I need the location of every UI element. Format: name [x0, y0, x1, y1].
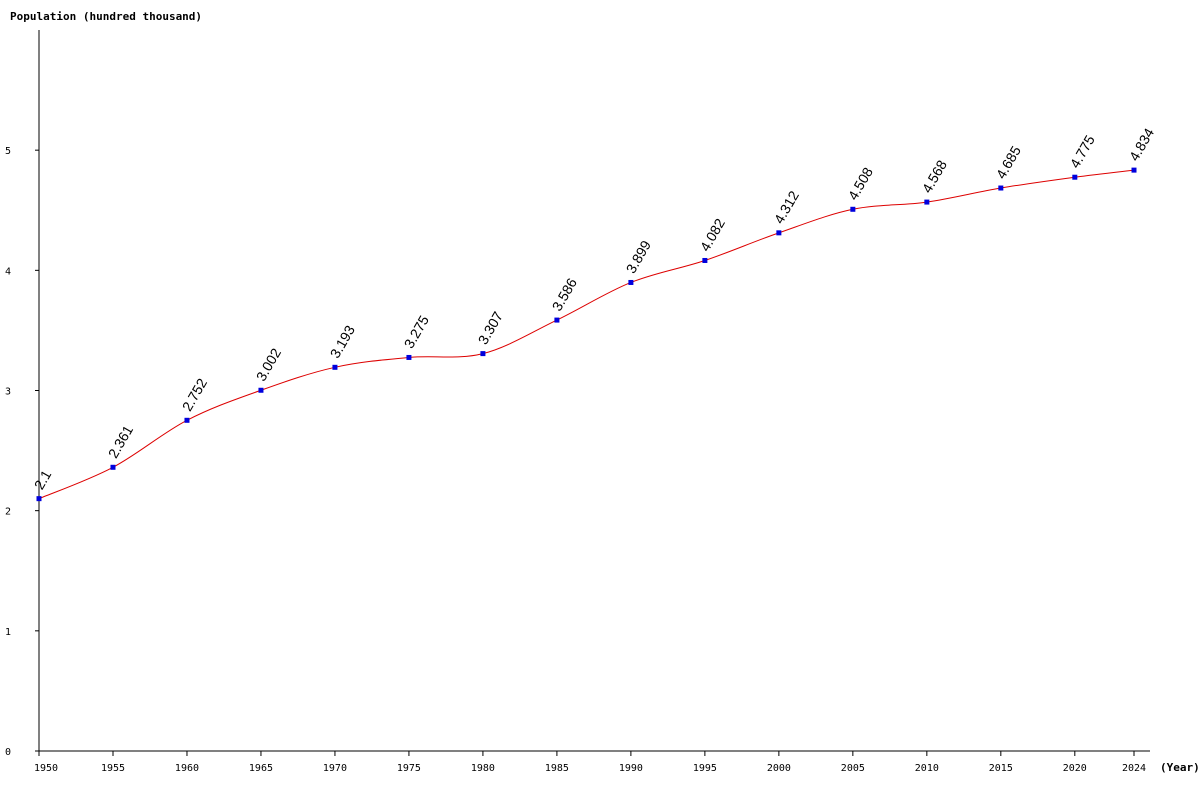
- x-axis-title: (Year): [1160, 761, 1200, 774]
- x-tick-label: 2024: [1122, 763, 1146, 774]
- y-tick-label: 1: [5, 627, 11, 638]
- x-tick-label: 2005: [841, 763, 865, 774]
- data-point-marker: [850, 206, 856, 212]
- data-point-marker: [1131, 167, 1137, 173]
- data-point-label: 4.312: [771, 188, 802, 227]
- data-point-label: 2.361: [105, 422, 136, 461]
- data-point-marker: [628, 279, 634, 285]
- data-point-label: 3.193: [327, 322, 358, 361]
- y-tick-label: 5: [5, 146, 11, 157]
- data-point-label: 4.775: [1067, 132, 1098, 171]
- series-line-layer: [38, 169, 1135, 500]
- data-point-label: 3.899: [623, 237, 654, 276]
- y-tick-label: 3: [5, 387, 11, 398]
- data-point-marker: [702, 257, 708, 263]
- x-tick-label: 1960: [175, 763, 199, 774]
- x-tick-label: 1990: [619, 763, 643, 774]
- data-point-marker: [776, 230, 782, 236]
- data-point-label: 3.002: [253, 345, 284, 384]
- data-point-label: 2.1: [31, 467, 55, 492]
- x-tick-label: 1985: [545, 763, 569, 774]
- data-point-label: 4.568: [919, 157, 950, 196]
- data-point-label: 3.586: [549, 275, 580, 314]
- data-point-marker: [36, 496, 42, 502]
- x-tick-label: 1965: [249, 763, 273, 774]
- x-tick-label: 1980: [471, 763, 495, 774]
- x-tick-label: 1995: [693, 763, 717, 774]
- x-tick-label: 2020: [1063, 763, 1087, 774]
- data-point-label: 2.752: [179, 375, 210, 414]
- data-point-label: 4.082: [697, 215, 728, 254]
- y-tick-label: 0: [5, 747, 11, 758]
- data-point-label: 4.834: [1126, 125, 1157, 164]
- data-point-marker: [332, 364, 338, 370]
- data-point-marker: [480, 351, 486, 357]
- data-point-marker: [554, 317, 560, 323]
- data-point-label: 4.685: [993, 143, 1024, 182]
- axis-ticks: 0 1 2 3 4 5 1950 1955 1960 1965 1970 1975 1980 1985 19…: [5, 146, 1146, 774]
- y-axis-title: Population (hundred thousand): [10, 10, 202, 23]
- series-points: [36, 167, 1137, 502]
- y-tick-label: 4: [5, 266, 11, 277]
- data-point-marker: [1072, 174, 1078, 180]
- x-tick-label: 1950: [34, 763, 58, 774]
- data-point-marker: [406, 354, 412, 360]
- y-tick-label: 2: [5, 507, 11, 518]
- data-point-marker: [924, 199, 930, 205]
- x-tick-label: 1970: [323, 763, 347, 774]
- data-point-marker: [998, 185, 1004, 191]
- x-tick-label: 2000: [767, 763, 791, 774]
- data-point-marker: [258, 387, 264, 393]
- x-tick-label: 2015: [989, 763, 1013, 774]
- x-tick-label: 1975: [397, 763, 421, 774]
- x-tick-label: 1955: [101, 763, 125, 774]
- population-series-line: [38, 169, 1135, 500]
- data-point-marker: [110, 464, 116, 470]
- data-point-label: 3.307: [475, 309, 506, 348]
- data-labels: 2.1 2.361 2.752 3.002 3.193 3.275 3.307 3.586 3.…: [31, 125, 1157, 492]
- x-tick-label: 2010: [915, 763, 939, 774]
- data-point-label: 3.275: [401, 312, 432, 351]
- data-point-label: 4.508: [845, 164, 876, 203]
- data-point-marker: [184, 417, 190, 423]
